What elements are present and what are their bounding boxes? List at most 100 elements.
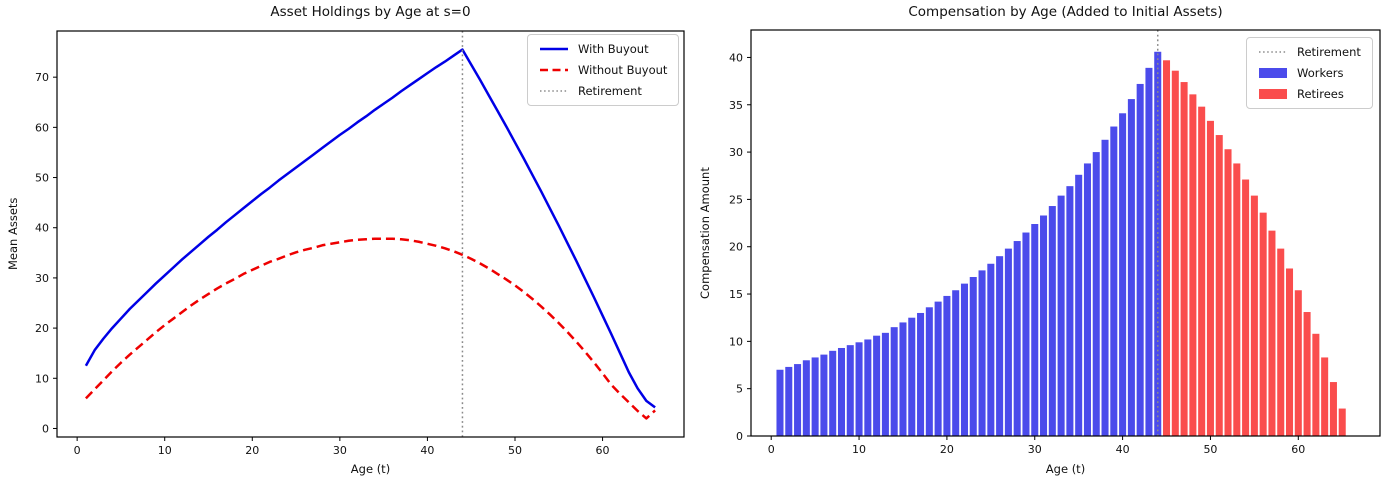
left-x-axis-label: Age (t) [350, 462, 391, 476]
with-buyout-line [84, 48, 656, 409]
legend-item-retirement: Retirement [539, 84, 667, 98]
bar [829, 350, 837, 436]
axes-spines [56, 30, 685, 438]
retirees-swatch-icon [1259, 89, 1287, 99]
bar [820, 354, 828, 436]
legend-item-retirement: Retirement [1258, 45, 1361, 59]
x-tick-label: 40 [420, 444, 434, 457]
bar [1075, 174, 1083, 437]
bar [1031, 224, 1039, 436]
bar [794, 364, 802, 436]
right-chart-title: Compensation by Age (Added to Initial As… [908, 4, 1223, 20]
bar [1180, 82, 1188, 437]
bar [899, 322, 907, 436]
y-tick-label: 20 [35, 322, 49, 335]
y-tick-label: 40 [729, 51, 743, 64]
y-tick-label: 15 [729, 288, 743, 301]
y-tick-label: 50 [35, 172, 49, 185]
bar [1013, 241, 1021, 436]
without-buyout-line [85, 237, 656, 420]
bar [934, 301, 942, 436]
bar [1154, 51, 1162, 436]
y-tick-label: 40 [35, 222, 49, 235]
x-tick-label: 30 [333, 444, 347, 457]
bar [811, 357, 819, 436]
x-tick-label: 20 [245, 444, 259, 457]
legend-item-retirees: Retirees [1258, 87, 1361, 101]
bar [1224, 149, 1232, 436]
bar [1145, 67, 1153, 437]
bar [969, 277, 977, 436]
bar [952, 290, 960, 436]
axes-spines [750, 29, 1381, 437]
bar [1321, 357, 1329, 436]
bar [1040, 215, 1048, 436]
y-tick-label: 35 [729, 99, 743, 112]
bar [855, 342, 863, 436]
bar [1329, 382, 1337, 436]
y-tick-label: 0 [736, 430, 743, 443]
bar [1127, 99, 1135, 437]
right-x-axis-label: Age (t) [1045, 462, 1086, 476]
right-y-axis-label: Compensation Amount [698, 167, 712, 299]
legend-label: With Buyout [578, 42, 649, 56]
bar [1092, 152, 1100, 436]
y-tick-label: 70 [35, 71, 49, 84]
legend-item-workers: Workers [1258, 66, 1361, 80]
bar [1312, 333, 1320, 436]
legend-item-without-buyout: Without Buyout [539, 63, 667, 77]
bar [1057, 195, 1065, 436]
bar [1171, 70, 1179, 436]
x-tick-label: 0 [768, 443, 775, 456]
bar [960, 283, 968, 436]
bar [943, 295, 951, 436]
legend-label: Without Buyout [578, 63, 668, 77]
x-tick-label: 30 [1028, 443, 1042, 456]
bar [1259, 212, 1267, 436]
right-legend: Retirement Workers Retirees [1246, 37, 1373, 109]
legend-label: Retirement [1297, 45, 1361, 59]
bar [864, 339, 872, 436]
bar [802, 360, 810, 436]
bar [1101, 139, 1109, 436]
bar [987, 263, 995, 436]
bar [1136, 83, 1144, 436]
bar [1206, 120, 1214, 436]
retirement-dotted-line-icon [1259, 51, 1287, 53]
legend-label: Retirees [1297, 87, 1344, 101]
legend-label: Workers [1297, 66, 1344, 80]
y-tick-label: 25 [729, 193, 743, 206]
bar [1277, 248, 1285, 436]
bar [1066, 186, 1074, 436]
x-tick-label: 10 [158, 444, 172, 457]
x-tick-label: 60 [596, 444, 610, 457]
y-tick-label: 20 [729, 241, 743, 254]
bar [1189, 94, 1197, 436]
y-tick-label: 10 [729, 335, 743, 348]
left-legend: With Buyout Without Buyout Retirement [527, 34, 680, 106]
bar [1250, 195, 1258, 436]
x-tick-label: 40 [1116, 443, 1130, 456]
y-tick-label: 30 [729, 146, 743, 159]
bar [1022, 232, 1030, 436]
bar [1119, 113, 1127, 437]
y-tick-label: 5 [736, 383, 743, 396]
x-tick-label: 50 [1203, 443, 1217, 456]
y-tick-label: 30 [35, 272, 49, 285]
right-plot: 0 10 20 30 40 50 60 0 5 10 15 20 25 30 35 40 [729, 29, 1381, 456]
x-tick-label: 10 [852, 443, 866, 456]
x-tick-label: 60 [1291, 443, 1305, 456]
bar [908, 317, 916, 436]
bar [1286, 268, 1294, 436]
x-tick-label: 0 [74, 444, 81, 457]
y-tick-label: 10 [35, 372, 49, 385]
bar [1338, 408, 1346, 436]
without-buyout-dashed-line-icon [540, 68, 568, 72]
with-buyout-line-icon [540, 47, 568, 51]
bar [1215, 135, 1223, 436]
bar [1110, 126, 1118, 437]
bar [1268, 230, 1276, 436]
legend-label: Retirement [578, 84, 642, 98]
bar [1198, 106, 1206, 436]
